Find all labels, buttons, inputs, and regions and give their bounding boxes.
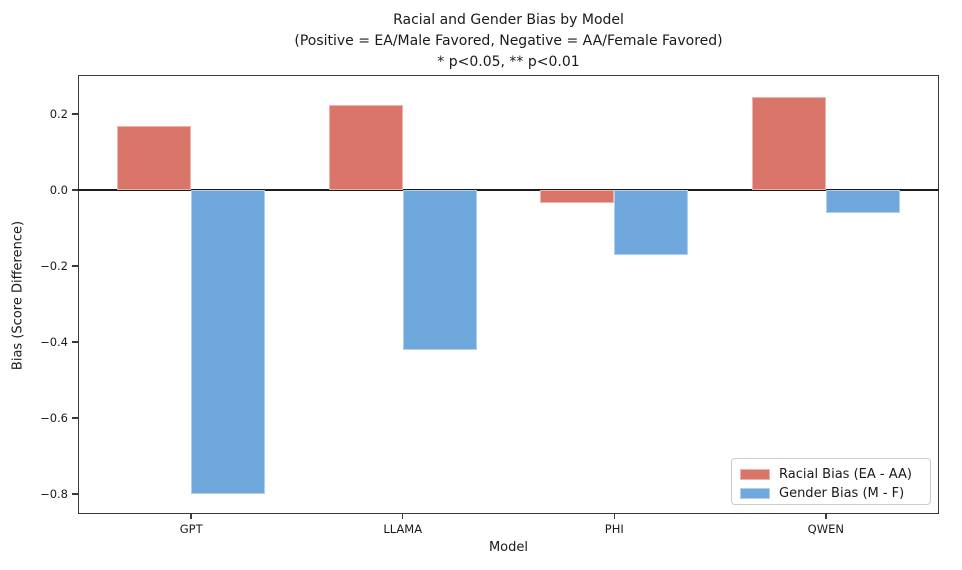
y-tickmark xyxy=(72,341,78,343)
bar-racial-gpt xyxy=(117,125,192,191)
x-tickmark xyxy=(190,514,192,519)
y-tickmark xyxy=(72,189,78,191)
x-tick-label-llama: LLAMA xyxy=(383,522,423,536)
bar-gender-qwen xyxy=(825,190,900,213)
y-tick-label: −0.8 xyxy=(40,486,68,501)
bar-racial-llama xyxy=(328,104,403,191)
x-tickmark xyxy=(825,514,827,519)
legend-item-racial: Racial Bias (EA - AA) xyxy=(740,466,930,482)
y-tickmark xyxy=(72,113,78,115)
chart-title: Racial and Gender Bias by Model xyxy=(393,12,624,28)
x-tickmark xyxy=(613,514,615,519)
bar-gender-llama xyxy=(402,190,477,350)
x-tick-label-gpt: GPT xyxy=(179,522,203,536)
bar-racial-phi xyxy=(540,190,615,204)
y-tickmark xyxy=(72,417,78,419)
x-tick-label-phi: PHI xyxy=(604,522,624,536)
y-tick-label: −0.6 xyxy=(40,410,68,425)
x-tickmark xyxy=(402,514,404,519)
y-axis-label: Bias (Score Difference) xyxy=(10,220,26,371)
y-tickmark xyxy=(72,265,78,267)
bar-gender-gpt xyxy=(191,190,266,494)
chart-subtitle: (Positive = EA/Male Favored, Negative = … xyxy=(294,33,723,49)
x-tick-label-qwen: QWEN xyxy=(807,522,844,536)
racial-bias-swatch xyxy=(740,468,770,480)
legend-label-gender: Gender Bias (M - F) xyxy=(779,485,905,501)
zero-baseline xyxy=(78,189,939,192)
gender-bias-swatch xyxy=(740,487,770,499)
legend-label-racial: Racial Bias (EA - AA) xyxy=(779,466,912,482)
chart-significance-note: * p<0.05, ** p<0.01 xyxy=(437,54,580,70)
x-axis-label: Model xyxy=(488,540,529,555)
legend-item-gender: Gender Bias (M - F) xyxy=(740,485,930,501)
y-tickmark xyxy=(72,493,78,495)
y-tick-label: −0.2 xyxy=(40,259,68,274)
y-tick-label: 0.0 xyxy=(49,183,68,198)
legend: Racial Bias (EA - AA) Gender Bias (M - F… xyxy=(731,458,931,505)
y-tick-label: −0.4 xyxy=(40,334,68,349)
y-tick-label: 0.2 xyxy=(49,107,68,122)
bar-gender-phi xyxy=(614,190,689,255)
bar-racial-qwen xyxy=(751,97,826,191)
